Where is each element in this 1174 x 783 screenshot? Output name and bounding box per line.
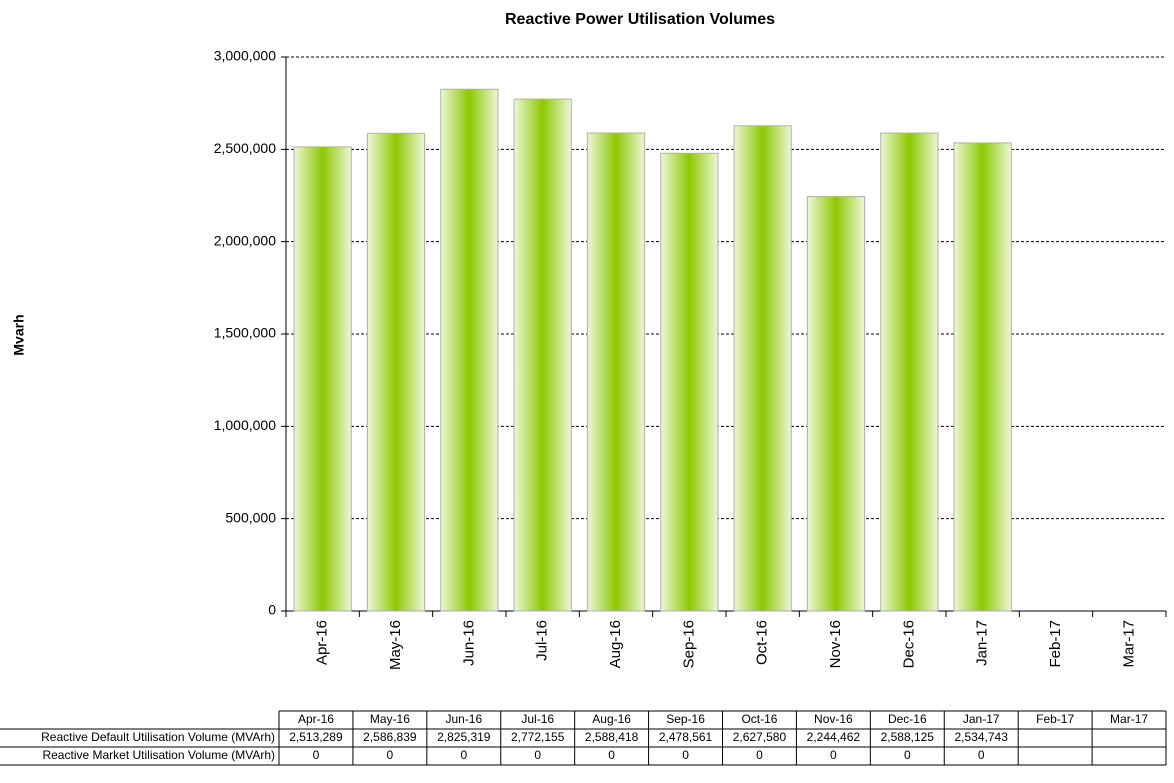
- table-cell: 2,825,319: [437, 730, 491, 744]
- table-cell: 0: [904, 748, 911, 762]
- table-header: Jan-17: [963, 712, 1000, 726]
- bar: [293, 146, 352, 612]
- bar: [880, 132, 939, 612]
- x-tick-label: Jun-16: [460, 620, 477, 666]
- table-cell: 2,627,580: [733, 730, 787, 744]
- table-header: Aug-16: [592, 712, 631, 726]
- y-tick-label: 2,000,000: [214, 232, 276, 248]
- table-cell: 0: [830, 748, 837, 762]
- table-cell: 2,244,462: [807, 730, 861, 744]
- table-row-label: Reactive Market Utilisation Volume (MVAr…: [42, 748, 275, 762]
- table-header: Oct-16: [741, 712, 777, 726]
- x-tick-label: Sep-16: [680, 620, 697, 668]
- table-header: Sep-16: [666, 712, 705, 726]
- table-header: Mar-17: [1110, 712, 1148, 726]
- table-header: Jul-16: [521, 712, 554, 726]
- table-cell: 0: [460, 748, 467, 762]
- table-cell: 0: [682, 748, 689, 762]
- bar: [366, 132, 426, 612]
- x-tick-label: Dec-16: [900, 620, 917, 668]
- x-tick-label: May-16: [387, 620, 404, 670]
- x-tick-label: Apr-16: [314, 620, 331, 665]
- x-tick-label: Aug-16: [607, 620, 624, 668]
- table-header: May-16: [370, 712, 410, 726]
- x-tick-label: Nov-16: [827, 620, 844, 668]
- table-row-label: Reactive Default Utilisation Volume (MVA…: [41, 730, 275, 744]
- table-cell: 0: [313, 748, 320, 762]
- table-cell: 2,588,418: [585, 730, 639, 744]
- table-cell: 2,534,743: [955, 730, 1009, 744]
- bar: [586, 132, 646, 612]
- x-tick-label: Jul-16: [534, 620, 551, 661]
- table-cell: 0: [387, 748, 394, 762]
- table-header: Apr-16: [298, 712, 334, 726]
- x-tick-label: Oct-16: [754, 620, 771, 665]
- y-tick-label: 1,500,000: [214, 325, 276, 341]
- table-cell: 0: [608, 748, 615, 762]
- table-cell: 2,586,839: [363, 730, 417, 744]
- x-tick-label: Jan-17: [974, 620, 991, 666]
- bar: [953, 142, 1012, 612]
- y-tick-label: 500,000: [225, 509, 276, 525]
- x-tick-label: Feb-17: [1047, 620, 1064, 668]
- y-tick-label: 0: [268, 602, 276, 618]
- table-cell: 2,588,125: [881, 730, 935, 744]
- bar: [513, 98, 572, 612]
- table-cell: 2,513,289: [289, 730, 343, 744]
- chart-title: Reactive Power Utilisation Volumes: [505, 11, 775, 28]
- y-tick-label: 3,000,000: [214, 48, 276, 64]
- y-tick-label: 2,500,000: [214, 140, 276, 156]
- table-cell: 2,772,155: [511, 730, 565, 744]
- table-cell: 0: [978, 748, 985, 762]
- bar: [733, 125, 792, 612]
- bar: [440, 88, 499, 612]
- table-cell: 2,478,561: [659, 730, 713, 744]
- table-header: Feb-17: [1036, 712, 1074, 726]
- table-cell: 0: [756, 748, 763, 762]
- table-header: Dec-16: [888, 712, 927, 726]
- bar: [806, 196, 866, 612]
- y-tick-label: 1,000,000: [214, 417, 276, 433]
- bar: [660, 152, 719, 612]
- x-tick-label: Mar-17: [1120, 620, 1137, 668]
- table-header: Jun-16: [445, 712, 482, 726]
- table-header: Nov-16: [814, 712, 853, 726]
- y-axis-label: Mvarh: [11, 314, 27, 355]
- table-cell: 0: [534, 748, 541, 762]
